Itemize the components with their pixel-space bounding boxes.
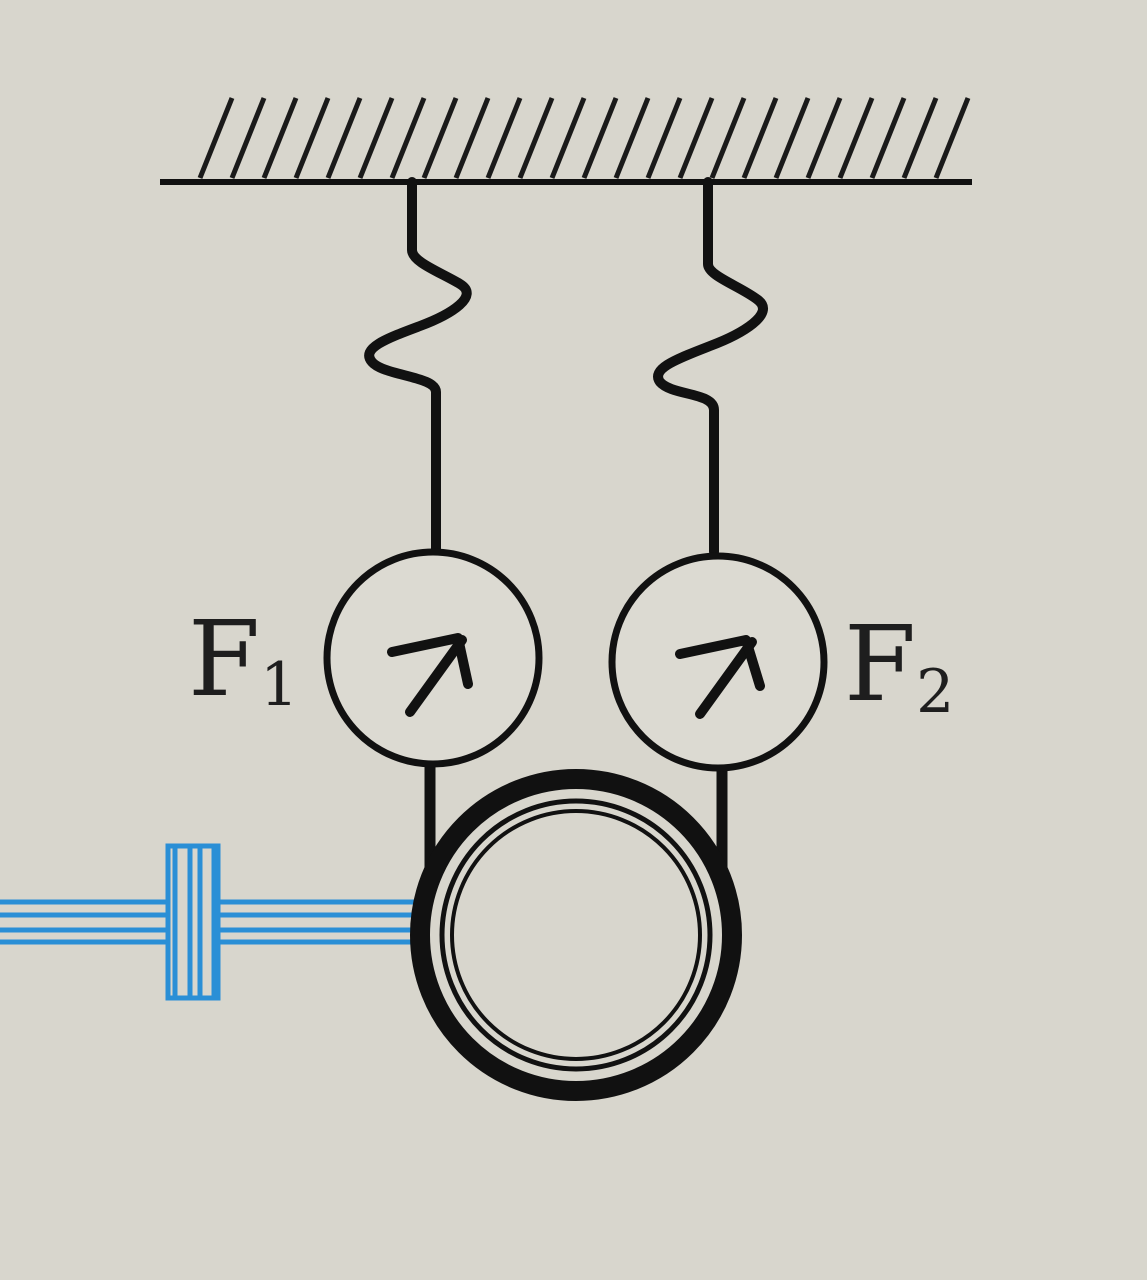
side-tube: [0, 843, 414, 1001]
spring-scale-f1: [323, 548, 543, 768]
ceiling-support: [160, 97, 972, 185]
left-spring: [364, 177, 472, 557]
label-f1: F1: [188, 598, 298, 720]
spring-scale-f2: [608, 552, 828, 772]
right-spring: [653, 177, 768, 557]
valve-icon: [165, 843, 221, 1001]
arrow-icon: [675, 635, 765, 719]
label-f2-sub: 2: [916, 657, 954, 727]
ring: [410, 769, 742, 1101]
label-f1-main: F: [188, 598, 260, 720]
arrow-icon: [387, 633, 473, 717]
ceiling-hatching: [197, 97, 971, 179]
label-f2: F2: [844, 603, 954, 727]
label-f1-sub: 1: [260, 650, 298, 720]
label-f2-main: F: [844, 603, 916, 725]
